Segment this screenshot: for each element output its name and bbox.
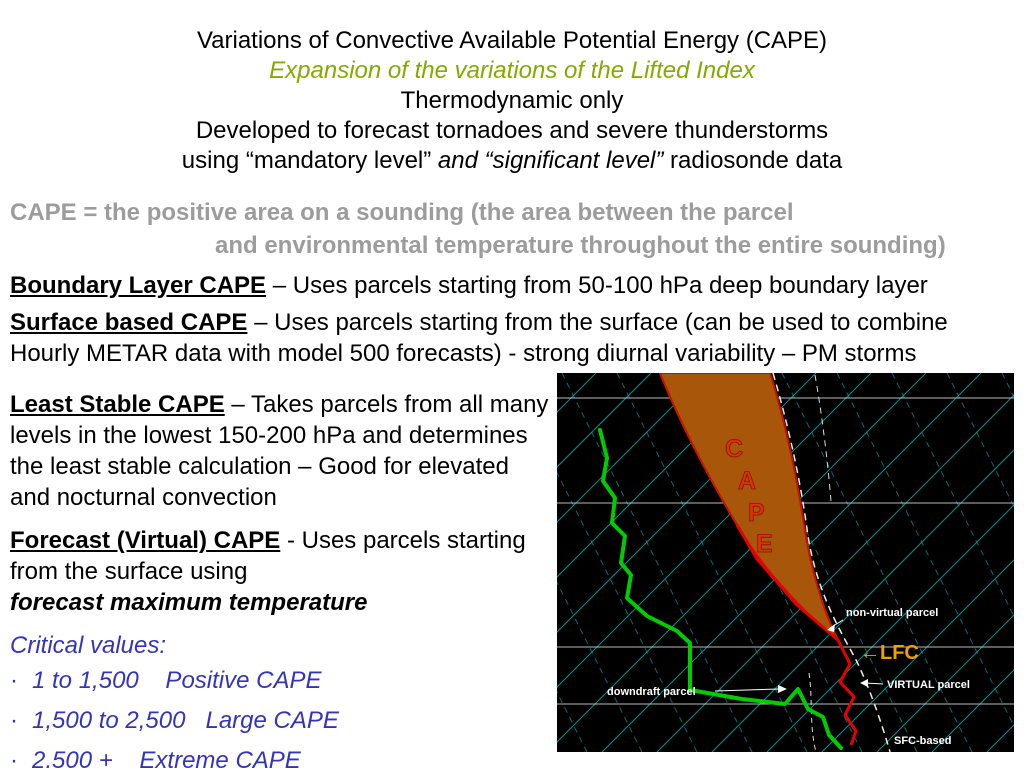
- critical-value-item: · 2,500 + Extreme CAPE: [10, 741, 555, 768]
- critical-value-item: · 1,500 to 2,500 Large CAPE: [10, 701, 555, 741]
- cape-letter-c: C: [725, 435, 743, 463]
- critical-value-text-3: 2,500 + Extreme CAPE: [32, 747, 301, 768]
- downdraft-arrowhead: [778, 685, 787, 693]
- boundary-layer-cape-paragraph: Boundary Layer CAPE – Uses parcels start…: [10, 270, 1020, 301]
- critical-values-title: Critical values:: [10, 632, 167, 659]
- cape-letter-e: E: [756, 530, 773, 558]
- least-stable-cape-paragraph: Least Stable CAPE – Takes parcels from a…: [10, 389, 555, 513]
- bullet-marker: ·: [10, 747, 18, 768]
- critical-value-item: · 1 to 1,500 Positive CAPE: [10, 661, 555, 701]
- title-line-1: Variations of Convective Available Poten…: [196, 27, 828, 54]
- sounding-trace: [598, 428, 843, 750]
- cape-definition-line2: and environmental temperature throughout…: [215, 232, 946, 259]
- cape-definition: CAPE = the positive area on a sounding (…: [10, 196, 1015, 262]
- cape-letter-a: A: [738, 467, 756, 495]
- title-line-4: Developed to forecast tornadoes and seve…: [195, 117, 829, 144]
- forecast-virtual-cape-heading: Forecast (Virtual) CAPE: [10, 527, 281, 554]
- boundary-layer-cape-body: – Uses parcels starting from 50-100 hPa …: [266, 272, 928, 299]
- critical-value-text-2: 1,500 to 2,500 Large CAPE: [32, 707, 339, 734]
- title-line-5b: and “significant level”: [437, 147, 664, 174]
- non-virtual-parcel-label: non-virtual parcel: [846, 607, 938, 619]
- cape-letter-p: P: [748, 499, 765, 527]
- virtual-parcel-curve: [735, 524, 858, 746]
- forecast-max-temp-emphasis: forecast maximum temperature: [10, 589, 368, 616]
- critical-values-block: Critical values: · 1 to 1,500 Positive CA…: [10, 630, 555, 768]
- environment-temperature-curve: [772, 373, 891, 752]
- lfc-label: ←LFC: [860, 642, 919, 664]
- sfc-based-label: SFC-based: [894, 735, 951, 747]
- surface-based-cape-body: – Uses parcels starting from the surface…: [10, 309, 948, 367]
- bullet-marker: ·: [10, 707, 18, 734]
- cape-letters: C A P E: [725, 435, 773, 559]
- boundary-layer-cape-heading: Boundary Layer CAPE: [10, 272, 267, 299]
- title-line-5: using “mandatory level” and “significant…: [0, 146, 1024, 176]
- title-line-5a: using “mandatory level”: [181, 147, 438, 174]
- title-line-3: Thermodynamic only: [400, 87, 624, 114]
- title-line-5c: radiosonde data: [663, 147, 843, 174]
- downdraft-arrow-line: [714, 688, 780, 692]
- downdraft-parcel-label: downdraft parcel: [607, 686, 696, 698]
- skewt-diagram: C A P E non-virtual parcel ←LFC VIRTUAL …: [557, 373, 1014, 752]
- surface-based-cape-paragraph: Surface based CAPE – Uses parcels starti…: [10, 307, 1022, 369]
- critical-value-text-1: 1 to 1,500 Positive CAPE: [32, 667, 322, 694]
- virtual-parcel-label: VIRTUAL parcel: [887, 679, 970, 691]
- left-column: Least Stable CAPE – Takes parcels from a…: [10, 389, 555, 768]
- title-line-2: Expansion of the variations of the Lifte…: [269, 57, 755, 84]
- virtual-arrowhead: [860, 679, 868, 687]
- least-stable-cape-heading: Least Stable CAPE: [10, 391, 225, 418]
- forecast-virtual-cape-paragraph: Forecast (Virtual) CAPE - Uses parcels s…: [10, 525, 555, 618]
- title-block: Variations of Convective Available Poten…: [0, 26, 1024, 176]
- secondary-dashed-curve: [814, 374, 832, 502]
- skewt-svg: C A P E non-virtual parcel ←LFC VIRTUAL …: [557, 373, 1014, 752]
- annotations: non-virtual parcel ←LFC VIRTUAL parcel d…: [607, 607, 970, 747]
- non-virtual-arrowhead: [827, 624, 835, 632]
- surface-based-cape-heading: Surface based CAPE: [10, 309, 248, 336]
- forecast-virtual-cape-body: - Uses parcels starting from the surface…: [10, 527, 526, 585]
- bullet-marker: ·: [10, 667, 18, 694]
- least-stable-cape-body: – Takes parcels from all many levels in …: [10, 391, 549, 511]
- cape-definition-line1: CAPE = the positive area on a sounding (…: [10, 199, 794, 226]
